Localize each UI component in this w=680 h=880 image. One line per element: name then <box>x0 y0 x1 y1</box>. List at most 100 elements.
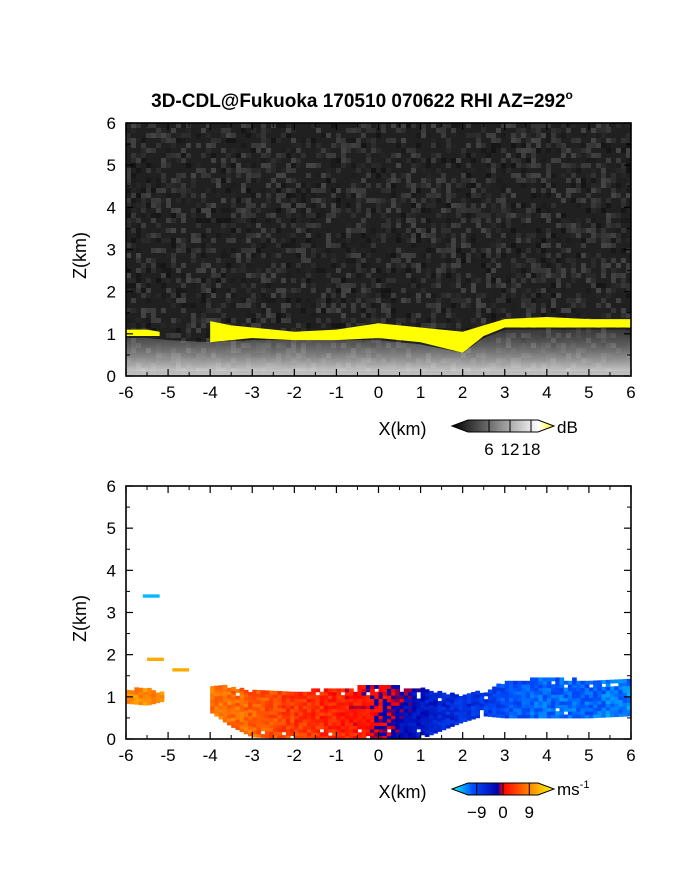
x-tick-label: -1 <box>329 746 344 765</box>
noise-cell <box>386 168 391 173</box>
colorbar-tick-label: −9 <box>467 803 486 822</box>
velocity-cell <box>445 701 451 705</box>
velocity-cell <box>500 710 506 715</box>
noise-cell <box>426 193 431 198</box>
noise-cell <box>271 313 276 318</box>
velocity-cell <box>365 688 371 693</box>
noise-cell <box>211 273 216 278</box>
noise-cell <box>276 198 281 203</box>
noise-cell <box>346 203 351 208</box>
noise-cell <box>256 303 261 308</box>
velocity-cell <box>618 685 624 690</box>
noise-cell <box>566 133 571 138</box>
velocity-cell <box>567 711 573 716</box>
noise-cell <box>336 278 341 283</box>
velocity-cell <box>382 705 388 710</box>
noise-cell <box>156 128 161 133</box>
velocity-cell <box>323 688 329 693</box>
velocity-cell <box>340 712 346 716</box>
noise-cell <box>211 178 216 183</box>
noise-cell <box>571 308 576 313</box>
noise-cell <box>276 158 281 163</box>
noise-cell <box>221 148 226 153</box>
noise-cell <box>251 168 256 173</box>
velocity-cell <box>374 715 379 720</box>
velocity-cell <box>344 701 350 706</box>
noise-cell <box>261 243 266 248</box>
noise-cell <box>266 198 271 203</box>
noise-cell <box>576 233 581 238</box>
velocity-cell <box>298 735 304 739</box>
noise-cell <box>281 193 286 198</box>
noise-cell <box>131 158 136 163</box>
noise-cell <box>541 153 546 158</box>
noise-cell <box>506 123 511 128</box>
noise-cell <box>561 153 566 158</box>
noise-cell <box>231 188 236 193</box>
velocity-cell <box>285 728 291 733</box>
noise-cell <box>181 138 186 143</box>
velocity-cell <box>626 699 631 703</box>
velocity-cell <box>546 690 552 695</box>
noise-cell <box>136 258 141 263</box>
velocity-cell <box>475 690 480 695</box>
velocity-cell <box>252 723 257 728</box>
noise-cell <box>276 193 281 198</box>
velocity-cell <box>235 689 241 693</box>
noise-cell <box>251 173 256 178</box>
noise-cell <box>456 293 461 298</box>
noise-cell <box>426 258 431 263</box>
noise-cell <box>366 133 371 138</box>
noise-cell <box>361 133 366 138</box>
noise-cell <box>366 228 371 233</box>
noise-cell <box>241 173 246 178</box>
noise-cell <box>126 198 131 203</box>
noise-cell <box>131 213 136 218</box>
noise-cell <box>191 208 196 213</box>
noise-cell <box>566 238 571 243</box>
velocity-cell <box>353 695 358 700</box>
noise-texture <box>126 123 631 376</box>
noise-cell <box>466 153 471 158</box>
velocity-cell <box>534 680 539 685</box>
noise-cell <box>506 168 511 173</box>
noise-cell <box>371 138 376 143</box>
noise-cell <box>211 248 216 253</box>
noise-cell <box>331 153 336 158</box>
noise-cell <box>366 198 371 203</box>
noise-cell <box>526 163 531 168</box>
noise-cell <box>176 333 181 338</box>
noise-cell <box>526 208 531 213</box>
noise-cell <box>341 278 346 283</box>
noise-cell <box>176 153 181 158</box>
velocity-cell <box>471 708 476 713</box>
noise-cell <box>591 258 596 263</box>
velocity-cell <box>551 677 556 682</box>
noise-cell <box>481 188 486 193</box>
noise-cell <box>411 278 416 283</box>
velocity-cell <box>462 701 468 706</box>
velocity-cell <box>256 716 262 721</box>
velocity-cell <box>290 732 295 737</box>
noise-cell <box>426 158 431 163</box>
velocity-cell <box>357 691 363 696</box>
noise-cell <box>621 248 626 253</box>
noise-cell <box>606 223 611 228</box>
noise-cell <box>156 263 161 268</box>
velocity-cell <box>538 694 544 699</box>
noise-cell <box>126 278 131 283</box>
noise-cell <box>446 323 451 328</box>
noise-cell <box>456 318 461 323</box>
noise-cell <box>446 123 451 128</box>
noise-cell <box>171 258 176 263</box>
noise-cell <box>316 198 321 203</box>
velocity-cell <box>412 722 417 727</box>
velocity-cell <box>231 697 236 701</box>
velocity-cell <box>248 732 253 737</box>
velocity-cell <box>365 705 371 710</box>
velocity-cell <box>332 715 337 720</box>
noise-cell <box>611 248 616 253</box>
noise-cell <box>516 178 521 183</box>
noise-cell <box>306 283 311 288</box>
velocity-cell <box>340 701 346 706</box>
